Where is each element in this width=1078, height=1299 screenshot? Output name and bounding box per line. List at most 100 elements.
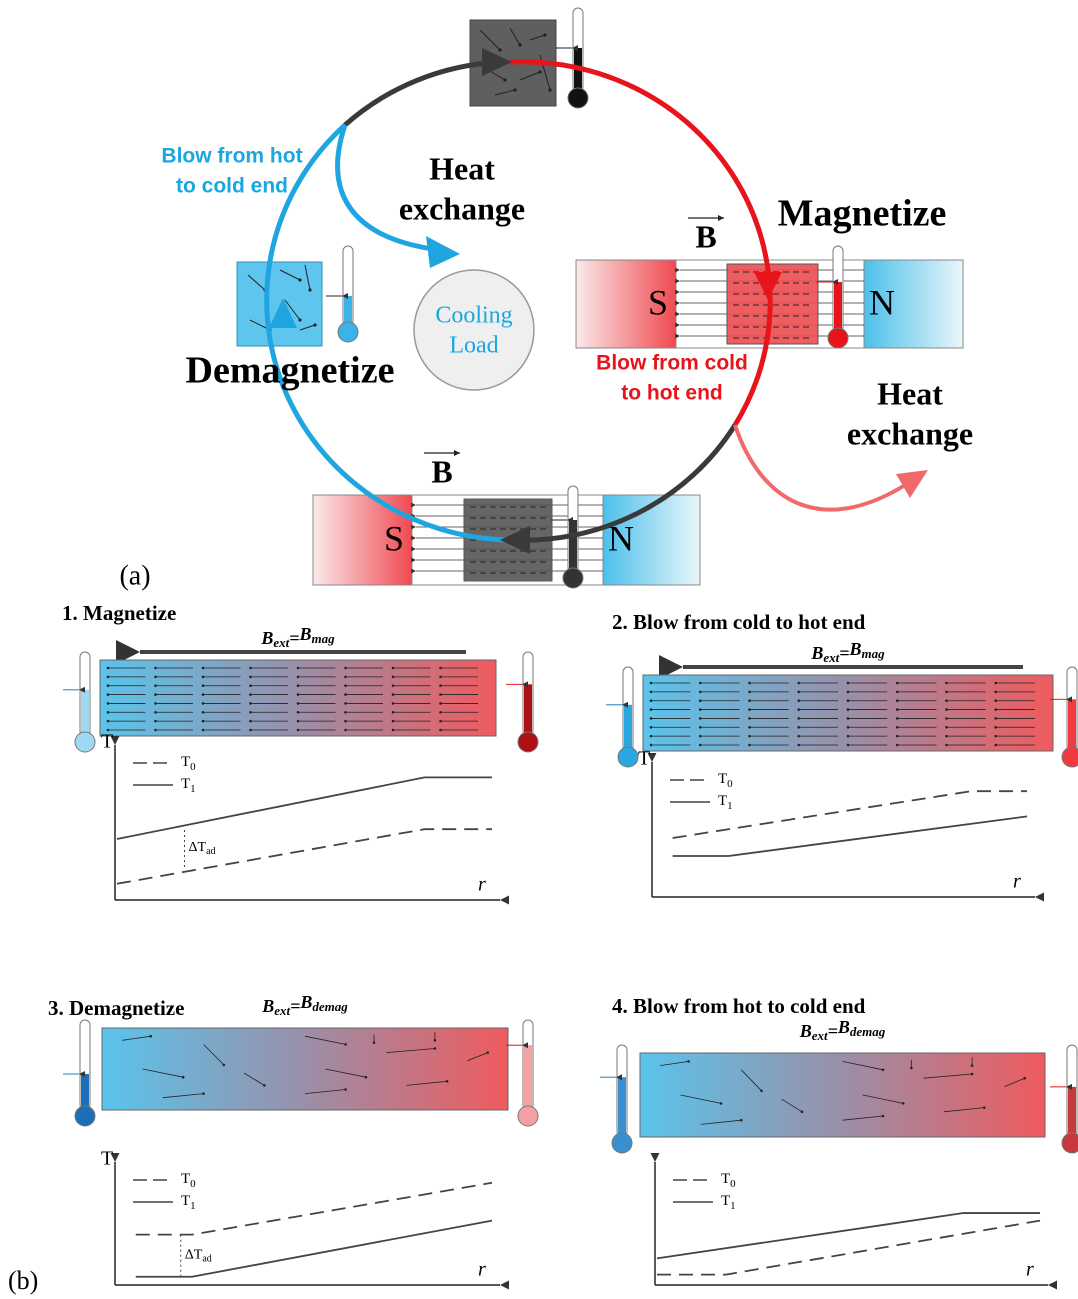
thermometer-bulb (612, 1133, 632, 1153)
process-label: Blow from cold (596, 352, 748, 375)
thermometer-fill (81, 1074, 89, 1110)
subscript: 0 (730, 1178, 736, 1190)
temperature-profile-t1 (657, 1213, 1040, 1258)
page: { "part_a": { "label": "(a)", "blow_hot_… (0, 0, 1078, 1299)
text-part: B (837, 1017, 850, 1037)
subscript: 1 (190, 1200, 196, 1212)
cooling-load-label: Load (449, 333, 498, 359)
text-part: = (290, 996, 300, 1016)
panel-title: 1. Magnetize (62, 601, 176, 625)
thermometer-bulb (518, 732, 538, 752)
legend-entry: T1 (181, 1193, 196, 1211)
thermometer-bulb (1062, 747, 1078, 767)
subscript: 0 (190, 1178, 196, 1190)
legend-entry: T1 (718, 793, 733, 811)
cooling-load (414, 270, 534, 390)
x-axis-label: r (478, 874, 486, 896)
temperature-profile-t1 (673, 816, 1027, 856)
subscript: 0 (190, 761, 196, 773)
subscript: mag (312, 631, 336, 646)
arrow-head (896, 470, 928, 498)
process-label: to cold end (176, 175, 288, 198)
thermometer-fill (618, 1077, 626, 1137)
text-part: T (181, 754, 190, 770)
field-label: Bext=Bmag (260, 624, 335, 650)
x-axis-label: r (478, 1259, 486, 1281)
subscript: mag (862, 646, 886, 661)
legend-entry: T0 (718, 771, 733, 789)
subscript: 0 (727, 778, 733, 790)
thermometer-fill (1068, 699, 1076, 751)
process-label: to hot end (621, 382, 722, 405)
thermometer-bulb (828, 328, 848, 348)
thermometer-bulb (618, 747, 638, 767)
thermometer-fill (1068, 1087, 1076, 1137)
thermometer-fill (834, 282, 842, 332)
delta-label: ΔTad (185, 1248, 212, 1265)
thermometer-fill (524, 1045, 532, 1110)
thermometer-fill (81, 690, 89, 736)
subscript: ext (274, 1003, 290, 1018)
process-title: Demagnetize (186, 350, 395, 392)
temperature-profile-t0 (117, 829, 492, 884)
text-part: B (849, 639, 862, 659)
panel-title: 2. Blow from cold to hot end (612, 610, 866, 634)
field-label: Bext=Bdemag (799, 1017, 886, 1043)
arrow-head (426, 236, 460, 268)
heat-exchange-label: Heat (877, 375, 943, 411)
heat-exchange-label: exchange (847, 415, 973, 451)
heat-exchange-label: Heat (429, 150, 495, 186)
south-pole-label: S (648, 282, 668, 322)
part-label: (a) (119, 560, 150, 591)
subscript: 1 (190, 783, 196, 795)
text-part: T (721, 1193, 730, 1209)
subscript: 1 (727, 800, 733, 812)
text-part: = (828, 1021, 838, 1041)
field-vector-head (718, 215, 724, 221)
text-part: ΔT (189, 840, 207, 855)
thermometer-bulb (338, 322, 358, 342)
temperature-profile-t1 (117, 777, 492, 839)
text-part: T (181, 776, 190, 792)
text-part: T (718, 793, 727, 809)
subscript: ext (812, 1028, 828, 1043)
thermometer-bulb (75, 732, 95, 752)
process-label: Blow from hot (161, 145, 302, 168)
delta-label: ΔTad (189, 840, 216, 857)
text-part: B (299, 992, 312, 1012)
text-part: B (810, 643, 823, 663)
y-axis-label: T (101, 731, 113, 753)
temperature-profile-t0 (657, 1221, 1040, 1275)
text-part: = (289, 628, 299, 648)
south-pole-label: S (384, 518, 404, 558)
thermometer-bulb (75, 1106, 95, 1126)
part-label: (b) (8, 1266, 38, 1295)
y-axis-label: T (101, 1148, 113, 1170)
thermometer-fill (569, 520, 577, 572)
thermometer-bulb (568, 88, 588, 108)
regenerator-bar (643, 675, 1053, 751)
text-part: T (718, 771, 727, 787)
subscript: ext (823, 650, 839, 665)
legend-entry: T1 (721, 1193, 736, 1211)
regenerator-bar (100, 660, 496, 736)
heat-flow (338, 125, 440, 250)
legend-entry: T1 (181, 776, 196, 794)
thermometer-fill (624, 705, 632, 751)
field-label: Bext=Bdemag (261, 992, 348, 1018)
thermometer-bulb (518, 1106, 538, 1126)
diagram: CoolingLoadSNBSNBBlow from hotto cold en… (0, 0, 1078, 1299)
subscript: ad (202, 1254, 211, 1265)
subscript: demag (312, 999, 348, 1014)
text-part: B (299, 624, 312, 644)
process-title: Magnetize (778, 193, 947, 235)
subscript: ad (206, 846, 215, 857)
legend-entry: T0 (181, 1171, 196, 1189)
text-part: B (799, 1021, 812, 1041)
text-part: T (721, 1171, 730, 1187)
text-part: B (261, 996, 274, 1016)
thermometer-fill (524, 684, 532, 736)
thermometer-bulb (1062, 1133, 1078, 1153)
north-pole-label: N (869, 282, 895, 322)
text-part: T (181, 1193, 190, 1209)
